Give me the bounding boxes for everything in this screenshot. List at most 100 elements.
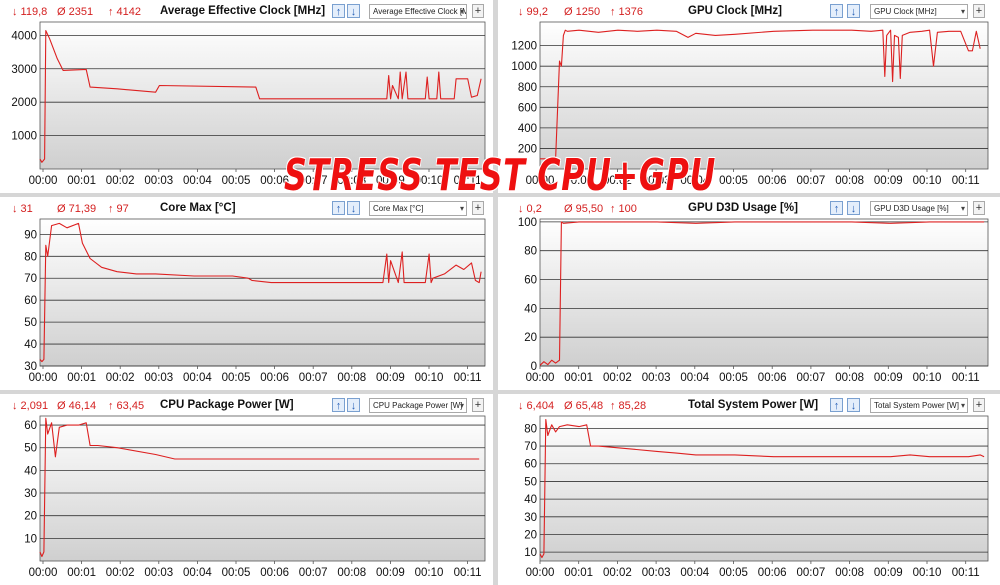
x-tick-label: 00:05: [222, 567, 251, 579]
sort-up-button[interactable]: ↑: [830, 398, 843, 412]
vertical-divider[interactable]: [493, 0, 498, 585]
y-tick-label: 60: [24, 295, 37, 307]
x-tick-label: 00:03: [642, 567, 671, 579]
y-tick-label: 0: [531, 361, 537, 373]
x-tick-label: 00:00: [526, 567, 555, 579]
x-tick-label: 00:00: [29, 175, 58, 187]
y-tick-label: 3000: [11, 64, 37, 76]
x-tick-label: 00:11: [454, 372, 482, 384]
add-graph-button[interactable]: +: [973, 201, 985, 215]
x-tick-label: 00:08: [835, 372, 864, 384]
x-tick-label: 00:08: [835, 175, 864, 187]
add-graph-button[interactable]: +: [472, 398, 484, 412]
x-tick-label: 00:09: [874, 372, 903, 384]
x-tick-label: 00:07: [797, 567, 826, 579]
sort-down-button[interactable]: ↓: [847, 4, 860, 18]
y-tick-label: 40: [524, 494, 537, 506]
y-tick-label: 4000: [11, 30, 37, 42]
sort-down-button[interactable]: ↓: [347, 201, 360, 215]
y-tick-label: 50: [24, 443, 37, 455]
y-tick-label: 40: [524, 303, 537, 315]
x-tick-label: 00:04: [183, 372, 212, 384]
sensor-select[interactable]: CPU Package Power [W] ▾: [369, 398, 467, 413]
y-tick-label: 50: [24, 317, 37, 329]
x-tick-label: 00:07: [299, 372, 328, 384]
x-tick-label: 00:11: [952, 175, 980, 187]
x-tick-label: 00:06: [758, 372, 787, 384]
x-tick-label: 00:01: [67, 372, 96, 384]
sort-up-button[interactable]: ↑: [332, 201, 345, 215]
add-graph-button[interactable]: +: [472, 4, 484, 18]
sort-down-button[interactable]: ↓: [347, 398, 360, 412]
core-max-header: ↓ 31 Ø 71,39 ↑ 97 Core Max [°C] ↑ ↓ Core Max […: [0, 197, 492, 219]
x-tick-label: 00:02: [603, 567, 632, 579]
x-tick-label: 00:10: [415, 175, 444, 187]
x-tick-label: 00:04: [680, 175, 709, 187]
sort-down-button[interactable]: ↓: [347, 4, 360, 18]
horizontal-divider[interactable]: [0, 390, 1000, 394]
sensor-select[interactable]: Total System Power [W] ▾: [870, 398, 968, 413]
sort-down-button[interactable]: ↓: [847, 201, 860, 215]
add-graph-button[interactable]: +: [973, 398, 985, 412]
chevron-down-icon: ▾: [459, 401, 464, 410]
avg-stat: Ø 46,14: [57, 400, 97, 412]
sensor-select[interactable]: GPU D3D Usage [%] ▾: [870, 201, 968, 216]
avg-stat: Ø 65,48: [564, 400, 604, 412]
avg-clock-panel: ↓ 119,8 Ø 2351 ↑ 4142 Average Effective Clo…: [0, 0, 492, 193]
x-tick-label: 00:04: [680, 372, 709, 384]
add-graph-button[interactable]: +: [472, 201, 484, 215]
max-stat: ↑ 85,28: [610, 400, 647, 412]
x-tick-label: 00:09: [376, 175, 405, 187]
x-tick-label: 00:09: [376, 567, 405, 579]
y-tick-label: 30: [24, 488, 37, 500]
avg-clock-chart: 1000 2000 3000 4000 00:00 00:01 00:02 00:03 00:0…: [11, 21, 486, 187]
sensor-select[interactable]: GPU Clock [MHz] ▾: [870, 4, 968, 19]
series-line: [539, 221, 985, 366]
sort-up-button[interactable]: ↑: [332, 4, 345, 18]
min-stat: ↓ 119,8: [12, 6, 48, 18]
min-stat: ↓ 31: [12, 203, 33, 215]
sort-up-button[interactable]: ↑: [830, 201, 843, 215]
x-tick-label: 00:02: [106, 175, 135, 187]
series-line: [539, 418, 985, 559]
gpu-clock-header: ↓ 99,2 Ø 1250 ↑ 1376 GPU Clock [MHz] ↑ ↓ GPU C…: [498, 0, 1000, 22]
chart-title: CPU Package Power [W]: [160, 399, 294, 411]
avg-stat: Ø 95,50: [564, 203, 604, 215]
cpu-power-chart: 10 20 30 40 50 60 00:00 00:01 00:02 00:03 00:04 00:…: [24, 415, 486, 579]
sort-up-button[interactable]: ↑: [830, 4, 843, 18]
cpu-power-header: ↓ 2,091 Ø 46,14 ↑ 63,45 CPU Package Power […: [0, 394, 492, 416]
cpu-power-panel: ↓ 2,091 Ø 46,14 ↑ 63,45 CPU Package Power […: [0, 394, 492, 585]
sensor-select[interactable]: Core Max [°C] ▾: [369, 201, 467, 216]
series-line: [540, 29, 981, 160]
x-tick-label: 00:07: [299, 175, 328, 187]
horizontal-divider[interactable]: [0, 193, 1000, 197]
sort-down-button[interactable]: ↓: [847, 398, 860, 412]
series-line: [39, 30, 482, 163]
y-tick-label: 30: [24, 361, 37, 373]
y-tick-label: 800: [518, 82, 537, 94]
chart-title: GPU Clock [MHz]: [688, 5, 782, 17]
x-tick-label: 00:08: [337, 567, 366, 579]
y-tick-label: 50: [524, 476, 537, 488]
sensor-select-label: GPU Clock [MHz]: [874, 7, 937, 16]
y-tick-label: 1000: [511, 61, 537, 73]
y-tick-label: 20: [24, 511, 37, 523]
x-tick-label: 00:01: [67, 175, 96, 187]
y-tick-label: 10: [524, 547, 537, 559]
sensor-select[interactable]: Average Effective Clock [M ▾: [369, 4, 467, 19]
x-tick-label: 00:06: [260, 175, 289, 187]
x-tick-label: 00:00: [29, 372, 58, 384]
chart-title: Average Effective Clock [MHz]: [160, 5, 326, 17]
x-tick-label: 00:11: [454, 567, 482, 579]
x-tick-label: 00:02: [603, 175, 632, 187]
x-tick-label: 00:03: [642, 372, 671, 384]
x-tick-label: 00:09: [376, 372, 405, 384]
x-tick-label: 00:09: [874, 567, 903, 579]
max-stat: ↑ 97: [108, 203, 129, 215]
add-graph-button[interactable]: +: [973, 4, 985, 18]
x-tick-label: 00:02: [603, 372, 632, 384]
x-tick-label: 00:10: [913, 372, 942, 384]
sort-up-button[interactable]: ↑: [332, 398, 345, 412]
plot-area: [39, 415, 486, 562]
sensor-select-label: Core Max [°C]: [373, 204, 424, 213]
